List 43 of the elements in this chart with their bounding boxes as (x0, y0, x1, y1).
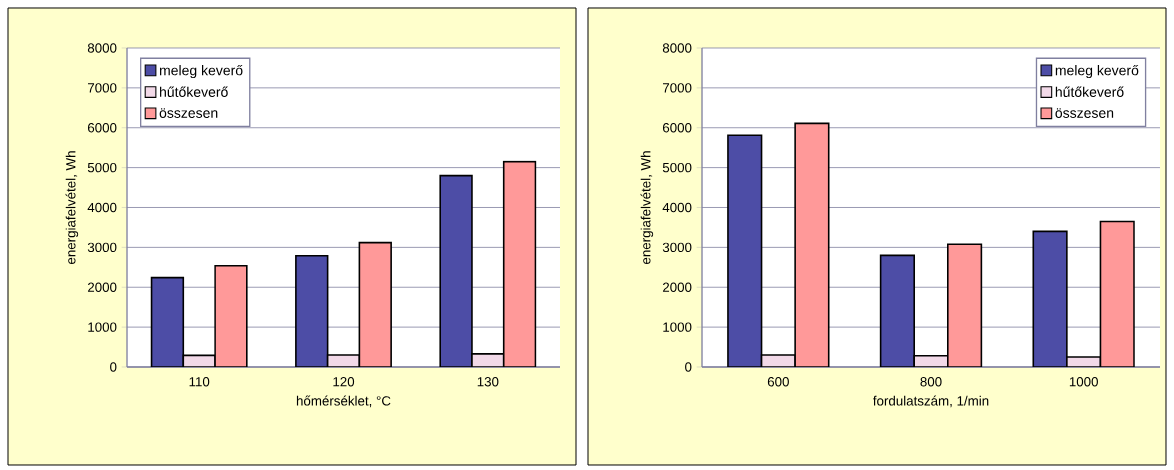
y-tick-label: 6000 (662, 123, 692, 133)
y-tick-label: 3000 (662, 242, 692, 253)
y-tick-label: 6000 (87, 123, 117, 133)
y-tick-label: 4000 (662, 202, 692, 213)
bar (439, 174, 473, 367)
y-axis-title: energiafelvétel, Wh (640, 151, 654, 264)
y-tick-label: 1000 (88, 322, 117, 332)
bar (1032, 230, 1068, 367)
x-tick-label: 130 (477, 377, 499, 387)
legend-label: hűtőkeverő (160, 86, 228, 97)
y-tick-label: 2000 (662, 282, 692, 292)
bar (1099, 220, 1135, 367)
y-tick-label: 1000 (663, 322, 692, 332)
bar (150, 276, 185, 367)
bar (794, 122, 830, 367)
y-tick-label: 0 (110, 362, 117, 372)
x-axis-title: fordulatszám, 1/min (873, 395, 989, 408)
x-tick-label: 120 (333, 377, 355, 387)
legend-label: meleg keverő (159, 64, 243, 79)
y-tick-label: 0 (685, 362, 692, 372)
y-tick-label: 5000 (662, 162, 692, 173)
x-tick-label: 1000 (1069, 377, 1098, 387)
y-tick-label: 8000 (662, 43, 692, 53)
y-tick-label: 7000 (662, 83, 692, 93)
y-tick-label: 5000 (87, 162, 117, 173)
x-tick-label: 800 (920, 377, 942, 387)
bar (879, 254, 916, 367)
legend-label: összesen (1055, 108, 1114, 118)
legend-label: meleg keverő (1055, 64, 1139, 79)
legend-label: összesen (159, 108, 218, 118)
x-tick-label: 110 (189, 377, 210, 387)
x-axis-title: hőmérséklet, °C (296, 395, 391, 408)
bar (295, 254, 329, 367)
bar (727, 134, 763, 367)
y-axis-title: energiafelvétel, Wh (65, 151, 79, 264)
y-tick-label: 4000 (87, 202, 117, 213)
x-tick-label: 600 (767, 377, 789, 387)
bar (946, 243, 983, 367)
legend-label: hűtőkeverő (1055, 86, 1124, 97)
y-tick-label: 7000 (88, 83, 117, 93)
y-tick-label: 3000 (87, 242, 117, 253)
y-tick-label: 2000 (87, 282, 117, 292)
y-tick-label: 8000 (87, 43, 117, 53)
